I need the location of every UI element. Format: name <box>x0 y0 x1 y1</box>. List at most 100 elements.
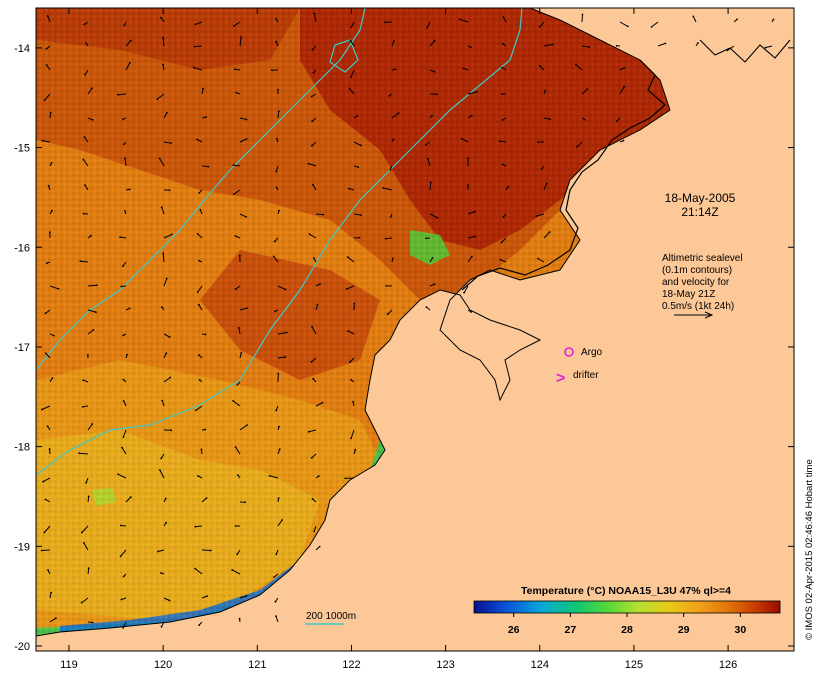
velocity-arrow <box>239 595 247 599</box>
velocity-arrow-head <box>358 236 361 239</box>
velocity-arrow-head <box>232 164 235 167</box>
velocity-arrow-head <box>394 68 397 71</box>
velocity-arrow <box>501 237 507 243</box>
plot-area <box>36 8 794 651</box>
velocity-arrow-head <box>166 111 168 114</box>
velocity-arrow-head <box>275 17 277 20</box>
velocity-arrow-head <box>383 21 386 24</box>
velocity-arrow-head <box>268 475 271 477</box>
velocity-arrow <box>87 329 94 335</box>
velocity-arrow-head <box>433 283 436 285</box>
velocity-arrow-head <box>623 67 626 69</box>
velocity-arrow-head <box>312 377 314 380</box>
velocity-arrow-head <box>195 409 197 412</box>
velocity-arrow-head <box>426 157 429 160</box>
velocity-arrow-head <box>122 436 125 438</box>
velocity-arrow-head <box>348 187 350 190</box>
y-tick-label: -14 <box>14 43 30 55</box>
velocity-arrow-head <box>433 70 436 73</box>
velocity-arrow <box>121 447 127 455</box>
velocity-arrow-head <box>499 140 501 143</box>
velocity-arrow <box>122 621 127 629</box>
velocity-arrow-head <box>278 448 281 450</box>
velocity-arrow-head <box>311 120 314 123</box>
velocity-arrow-head <box>198 379 201 381</box>
velocity-arrow-head <box>436 216 439 219</box>
velocity-arrow <box>581 45 590 48</box>
velocity-arrow <box>467 236 476 239</box>
velocity-arrow-head <box>82 212 85 215</box>
velocity-arrow-head <box>205 497 208 499</box>
velocity-arrow-head <box>272 255 275 258</box>
velocity-arrow-head <box>236 383 239 386</box>
velocity-arrow-head <box>50 162 53 164</box>
velocity-arrow <box>42 140 51 143</box>
velocity-arrow <box>238 327 241 335</box>
velocity-arrow-head <box>349 39 352 42</box>
velocity-arrow-head <box>388 94 391 97</box>
velocity-arrow <box>195 21 203 25</box>
velocity-arrow-head <box>664 42 667 45</box>
velocity-arrow-head <box>392 138 395 141</box>
velocity-arrow-head <box>92 329 95 331</box>
velocity-arrow <box>315 213 324 216</box>
velocity-arrow-head <box>463 291 465 294</box>
velocity-arrow-head <box>431 257 434 259</box>
velocity-arrow-head <box>87 567 90 570</box>
velocity-arrow-head <box>78 452 81 455</box>
velocity-arrow <box>619 21 629 27</box>
velocity-arrow <box>87 284 97 287</box>
velocity-arrow-head <box>350 26 353 29</box>
velocity-arrow-head <box>124 210 126 212</box>
velocity-arrow-head <box>575 63 577 66</box>
velocity-arrow-head <box>538 64 541 67</box>
velocity-arrow-head <box>549 118 551 120</box>
land-northeast <box>680 8 794 60</box>
velocity-arrow-head <box>205 116 207 118</box>
velocity-arrow-head <box>79 260 82 263</box>
velocity-arrow-head <box>233 25 235 27</box>
velocity-arrow-head <box>194 525 197 528</box>
velocity-arrow <box>122 429 127 438</box>
y-tick-label: -17 <box>14 342 30 354</box>
velocity-arrow-head <box>501 66 504 69</box>
velocity-arrow-head <box>540 168 543 170</box>
velocity-arrow <box>429 40 436 47</box>
velocity-arrow-head <box>156 98 159 100</box>
drifter-marker-icon: > <box>556 370 565 387</box>
velocity-arrow <box>163 278 168 287</box>
velocity-arrow <box>543 117 551 120</box>
velocity-arrow-head <box>234 288 237 291</box>
velocity-arrow <box>467 256 473 263</box>
velocity-arrow-head <box>49 111 52 114</box>
credit-text: © IMOS 02-Apr-2015 02:46:46 Hobart time <box>804 459 815 640</box>
velocity-arrow <box>692 16 697 23</box>
velocity-arrow-head <box>117 473 120 476</box>
velocity-arrow-head <box>313 530 316 533</box>
velocity-arrow-head <box>384 237 387 240</box>
velocity-arrow-head <box>85 42 87 44</box>
y-tick-label: -16 <box>14 242 30 254</box>
velocity-arrow-head <box>357 166 360 169</box>
velocity-arrow-head <box>538 26 541 28</box>
velocity-arrow <box>163 233 172 239</box>
velocity-arrow-head <box>275 553 278 556</box>
velocity-arrow <box>311 453 317 459</box>
velocity-arrow-head <box>425 306 428 308</box>
velocity-arrow <box>49 285 59 290</box>
velocity-arrow <box>163 333 170 338</box>
velocity-arrow <box>162 64 165 71</box>
velocity-arrow <box>353 141 362 146</box>
velocity-arrow-head <box>551 43 554 46</box>
velocity-arrow-head <box>389 168 392 171</box>
velocity-arrow <box>309 233 317 239</box>
velocity-arrow-head <box>198 259 201 262</box>
velocity-arrow-head <box>168 189 171 192</box>
velocity-arrow-head <box>202 87 204 90</box>
x-tick-label: 120 <box>154 659 172 671</box>
velocity-arrow-head <box>354 448 357 451</box>
velocity-arrow-head <box>278 425 280 428</box>
velocity-arrow <box>196 139 203 143</box>
velocity-arrow-head <box>120 598 123 601</box>
